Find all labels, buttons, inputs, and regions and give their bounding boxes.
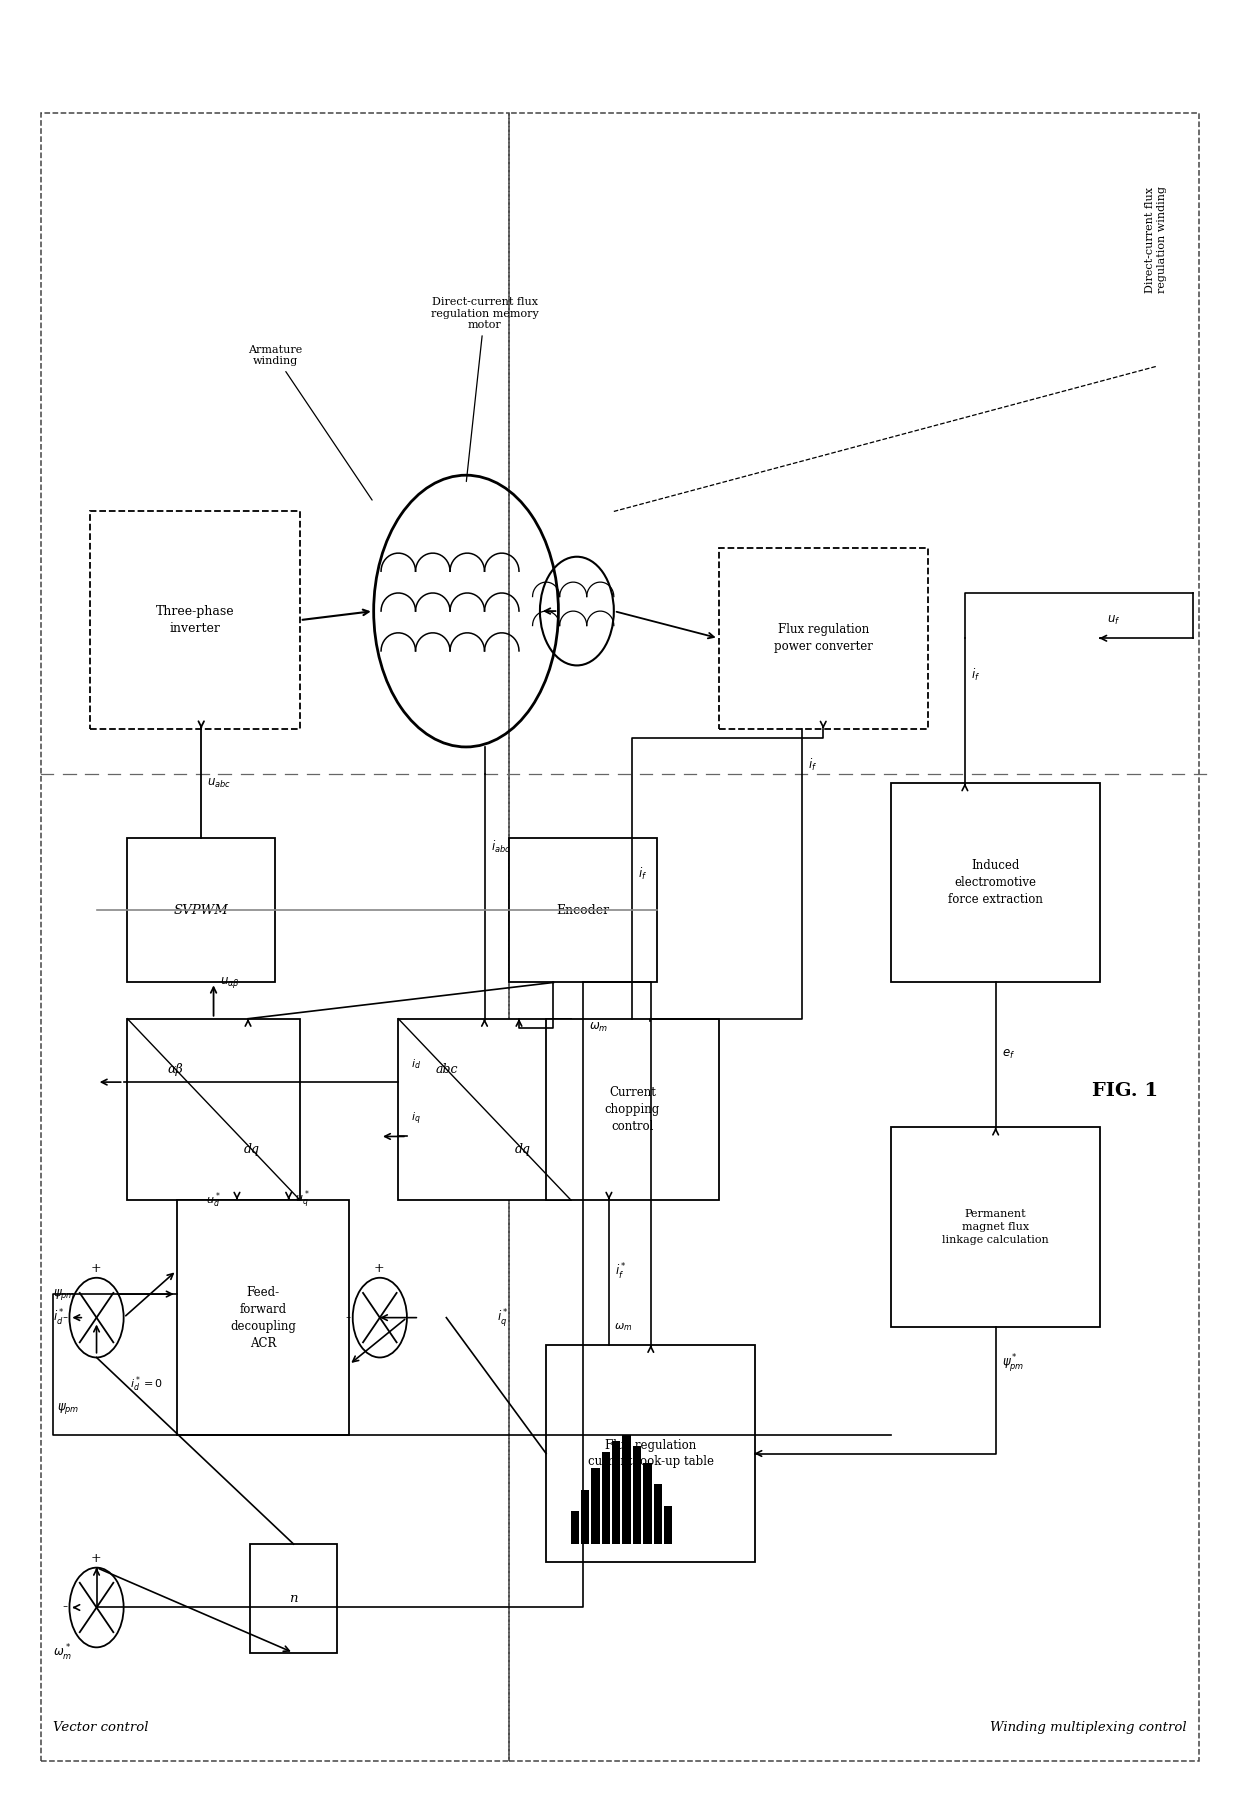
Text: $i_d^*=0$: $i_d^*=0$ — [130, 1374, 162, 1394]
Bar — [128, 837, 275, 983]
Text: SVPWM: SVPWM — [174, 903, 228, 917]
Text: Armature
winding: Armature winding — [248, 346, 372, 501]
Bar — [632, 1447, 641, 1543]
Bar — [176, 1199, 348, 1436]
Bar — [892, 1127, 1100, 1327]
Text: Flux regulation
current look-up table: Flux regulation current look-up table — [588, 1438, 714, 1469]
Text: $\omega_m^*$: $\omega_m^*$ — [53, 1643, 73, 1663]
Bar — [622, 1436, 631, 1543]
Text: +: + — [91, 1552, 100, 1565]
Text: -: - — [62, 1600, 67, 1614]
Bar — [653, 1485, 662, 1543]
Text: Winding multiplexing control: Winding multiplexing control — [990, 1722, 1187, 1734]
Bar — [128, 1019, 300, 1199]
Bar — [591, 1469, 600, 1543]
Text: $i_d^*$: $i_d^*$ — [53, 1307, 66, 1329]
Text: $i_f$: $i_f$ — [639, 866, 647, 883]
Text: $u_{\alpha\beta}$: $u_{\alpha\beta}$ — [219, 976, 239, 990]
Text: $i_d$: $i_d$ — [410, 1057, 420, 1070]
Text: $\omega_m$: $\omega_m$ — [614, 1321, 632, 1332]
Bar — [41, 113, 510, 1762]
Text: αβ: αβ — [167, 1063, 184, 1076]
Bar — [892, 783, 1100, 983]
Text: $e_f$: $e_f$ — [1002, 1048, 1016, 1061]
Bar — [644, 1463, 651, 1543]
Text: Direct-current flux
regulation memory
motor: Direct-current flux regulation memory mo… — [430, 297, 538, 482]
Text: -: - — [345, 1310, 351, 1325]
Bar — [398, 1019, 570, 1199]
Text: Flux regulation
power converter: Flux regulation power converter — [774, 622, 873, 653]
Text: FIG. 1: FIG. 1 — [1092, 1083, 1158, 1099]
Text: Three-phase
inverter: Three-phase inverter — [156, 604, 234, 635]
Text: n: n — [289, 1592, 298, 1605]
Text: $u_f$: $u_f$ — [1106, 613, 1120, 626]
Text: $i_f$: $i_f$ — [971, 666, 981, 682]
Text: Current
chopping
control: Current chopping control — [605, 1087, 660, 1132]
Text: $i_q$: $i_q$ — [410, 1110, 420, 1127]
Text: $u_{abc}$: $u_{abc}$ — [207, 777, 232, 790]
Text: +: + — [373, 1263, 384, 1276]
Bar — [546, 1345, 755, 1562]
Bar — [510, 837, 657, 983]
Text: abc: abc — [435, 1063, 458, 1076]
Text: Feed-
forward
decoupling
ACR: Feed- forward decoupling ACR — [229, 1285, 296, 1350]
Bar — [570, 1511, 579, 1543]
Bar — [718, 548, 928, 728]
Text: dq: dq — [515, 1143, 531, 1156]
Text: dq: dq — [243, 1143, 259, 1156]
Bar — [546, 1019, 718, 1199]
Bar — [510, 113, 1199, 1762]
Text: $\psi_{pm}$: $\psi_{pm}$ — [53, 1287, 76, 1301]
Bar — [250, 1543, 337, 1653]
Text: Encoder: Encoder — [557, 903, 610, 917]
Text: $i_q^*$: $i_q^*$ — [497, 1307, 510, 1329]
Text: Vector control: Vector control — [53, 1722, 149, 1734]
Bar — [663, 1505, 672, 1543]
Text: $\psi_{pm}^*$: $\psi_{pm}^*$ — [1002, 1352, 1024, 1374]
Bar — [613, 1441, 620, 1543]
Text: $u_q^*$: $u_q^*$ — [295, 1188, 310, 1210]
Text: -: - — [62, 1310, 67, 1325]
Text: $u_d^*$: $u_d^*$ — [206, 1190, 221, 1210]
Text: $i_f^*$: $i_f^*$ — [615, 1263, 627, 1283]
Text: Permanent
magnet flux
linkage calculation: Permanent magnet flux linkage calculatio… — [942, 1208, 1049, 1245]
Text: $\omega_m$: $\omega_m$ — [589, 1021, 609, 1034]
Text: $\psi_{pm}$: $\psi_{pm}$ — [57, 1401, 79, 1416]
Bar — [582, 1491, 589, 1543]
Text: +: + — [91, 1263, 100, 1276]
Bar — [91, 511, 300, 728]
Text: Direct-current flux
regulation winding: Direct-current flux regulation winding — [1145, 186, 1167, 293]
Bar — [601, 1452, 610, 1543]
Text: $i_f$: $i_f$ — [808, 757, 817, 774]
Text: $i_{abc}$: $i_{abc}$ — [491, 839, 511, 855]
Text: Induced
electromotive
force extraction: Induced electromotive force extraction — [949, 859, 1043, 906]
